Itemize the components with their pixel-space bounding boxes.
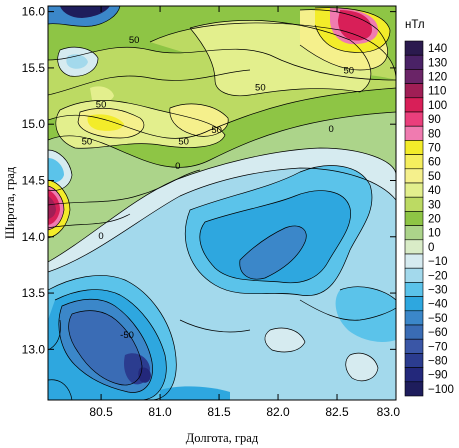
legend-swatch	[404, 182, 424, 198]
legend-swatch	[404, 267, 424, 283]
contour-label: 50	[178, 136, 189, 147]
contour-field: 50 50 50 0 50 0 0 50 50 50 -50	[48, 6, 396, 400]
legend-label: 20	[428, 214, 441, 226]
legend-swatch	[404, 168, 424, 184]
legend-label: 40	[428, 185, 441, 197]
legend-label: 120	[428, 72, 447, 84]
legend-swatch	[404, 253, 424, 269]
legend-swatch	[404, 324, 424, 340]
legend-swatch	[404, 54, 424, 70]
legend-label: 130	[428, 57, 447, 69]
legend-label: 100	[428, 100, 447, 112]
legend-label: −50	[428, 313, 448, 325]
legend-swatch	[404, 154, 424, 170]
legend-swatch	[404, 239, 424, 255]
legend-label: −10	[428, 256, 448, 268]
legend-swatch	[404, 353, 424, 368]
legend-label: 30	[428, 199, 441, 211]
legend-label: 80	[428, 128, 441, 140]
contour-label: 50	[255, 82, 266, 93]
legend-swatch	[404, 97, 424, 113]
y-axis: 13.0 13.5 14.0 14.5 15.0 15.5 16.0	[22, 5, 396, 356]
y-axis-title: Широта, град	[3, 166, 17, 239]
x-tick-label: 82.0	[266, 405, 290, 419]
legend-label: 90	[428, 114, 441, 126]
x-tick-label: 81.0	[148, 405, 172, 419]
legend-label: −70	[428, 341, 448, 353]
legend-swatch	[404, 125, 424, 141]
legend-label: −100	[428, 384, 454, 396]
legend-label: −80	[428, 356, 448, 368]
x-axis: 80.5 81.0 81.5 82.0 82.5 83.0	[89, 6, 400, 419]
y-tick-label: 13.0	[22, 342, 46, 356]
legend-swatch	[404, 381, 424, 397]
legend-label: 110	[428, 86, 446, 98]
y-tick-label: 14.5	[22, 173, 46, 187]
y-tick-label: 13.5	[22, 286, 46, 300]
legend-label: 10	[428, 228, 441, 240]
legend-swatch	[404, 140, 424, 155]
legend-swatch	[404, 367, 424, 383]
legend-label: −40	[428, 299, 448, 311]
legend-swatch	[404, 111, 424, 127]
legend-swatch	[404, 69, 424, 84]
legend-swatch	[404, 225, 424, 241]
legend-swatch	[404, 310, 424, 326]
contour-label: 50	[344, 66, 355, 77]
legend-swatch	[404, 83, 424, 99]
x-tick-label: 81.5	[207, 405, 231, 419]
legend-label: 70	[428, 143, 441, 155]
legend-swatch	[404, 211, 424, 226]
legend-swatch	[404, 40, 424, 56]
legend-label: 50	[428, 171, 441, 183]
x-tick-label: 83.0	[377, 405, 401, 419]
legend-label: −30	[428, 285, 448, 297]
legend-swatch	[404, 196, 424, 212]
legend-swatch	[404, 338, 424, 354]
y-tick-label: 15.5	[22, 61, 46, 75]
plot-frame	[47, 5, 397, 401]
contour-label: -50	[120, 330, 134, 341]
legend-label: 60	[428, 157, 441, 169]
contour-label: 0	[328, 124, 333, 135]
legend-label: −60	[428, 327, 448, 339]
contour-label: 50	[211, 125, 222, 136]
y-tick-label: 15.0	[22, 117, 46, 131]
legend-unit: нТл	[405, 19, 425, 31]
contour-label: 50	[82, 136, 93, 147]
color-legend: нТл 1401301201101009080706050403020100−1…	[404, 19, 454, 397]
legend-swatch	[404, 296, 424, 312]
contour-label: 0	[175, 161, 180, 172]
legend-label: 140	[428, 43, 447, 55]
contour-label: 50	[129, 35, 140, 46]
legend-label: −90	[428, 370, 448, 382]
x-axis-title: Долгота, град	[186, 431, 259, 445]
contour-label: 50	[96, 99, 107, 110]
x-tick-label: 80.5	[89, 405, 113, 419]
y-tick-label: 14.0	[22, 230, 46, 244]
legend-label: −20	[428, 270, 448, 282]
contour-label: 0	[98, 231, 103, 242]
y-tick-label: 16.0	[22, 5, 46, 19]
legend-swatch	[404, 282, 424, 297]
x-tick-label: 82.5	[325, 405, 349, 419]
legend-label: 0	[428, 242, 434, 254]
